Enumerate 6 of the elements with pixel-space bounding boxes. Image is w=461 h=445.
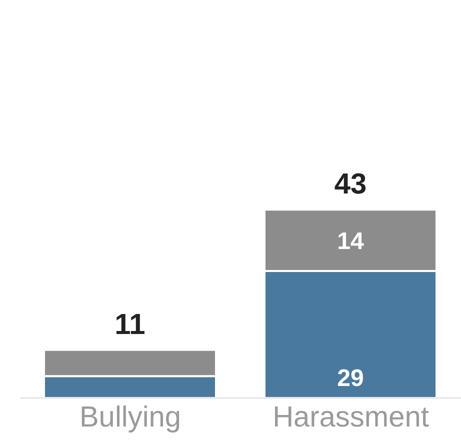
- data-label: 29: [337, 365, 364, 392]
- total-label: 11: [114, 308, 146, 341]
- x-tick-label: Bullying: [79, 402, 182, 434]
- total-label: 43: [334, 168, 367, 201]
- x-tick-label: Harassment: [272, 402, 429, 434]
- data-label: 14: [337, 228, 364, 255]
